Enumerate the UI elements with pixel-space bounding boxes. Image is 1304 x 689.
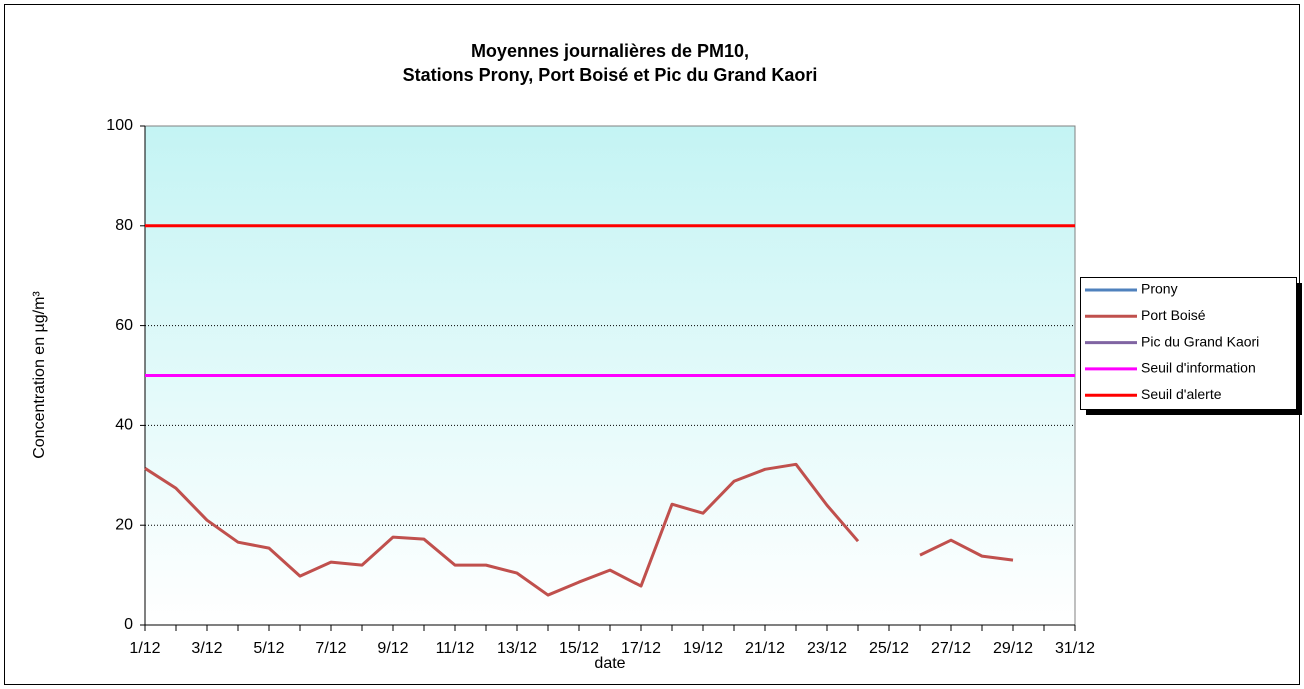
y-tick-label: 60: [115, 317, 133, 334]
y-tick-label: 40: [115, 417, 133, 434]
chart-title: Moyennes journalières de PM10,: [471, 41, 749, 61]
y-tick-label: 20: [115, 516, 133, 533]
chart-title: Stations Prony, Port Boisé et Pic du Gra…: [403, 65, 818, 85]
x-tick-label: 15/12: [559, 640, 599, 657]
y-tick-label: 80: [115, 217, 133, 234]
x-tick-label: 17/12: [621, 640, 661, 657]
x-tick-label: 7/12: [315, 640, 346, 657]
x-tick-label: 21/12: [745, 640, 785, 657]
x-tick-label: 1/12: [129, 640, 160, 657]
legend-label: Pic du Grand Kaori: [1141, 333, 1259, 349]
x-tick-label: 5/12: [253, 640, 284, 657]
x-tick-label: 29/12: [993, 640, 1033, 657]
x-tick-label: 31/12: [1055, 640, 1095, 657]
x-tick-label: 25/12: [869, 640, 909, 657]
x-tick-label: 19/12: [683, 640, 723, 657]
x-tick-label: 27/12: [931, 640, 971, 657]
y-axis-label: Concentration en µg/m³: [31, 291, 48, 459]
legend-label: Port Boisé: [1141, 307, 1206, 323]
legend-label: Seuil d'information: [1141, 360, 1256, 376]
x-axis-label: date: [594, 655, 625, 672]
x-tick-label: 23/12: [807, 640, 847, 657]
legend-label: Seuil d'alerte: [1141, 386, 1222, 402]
legend-label: Prony: [1141, 281, 1178, 297]
y-tick-label: 100: [106, 117, 133, 134]
x-tick-label: 13/12: [497, 640, 537, 657]
x-tick-label: 3/12: [191, 640, 222, 657]
y-tick-label: 0: [124, 616, 133, 633]
series-line: [144, 462, 1014, 597]
x-tick-label: 9/12: [377, 640, 408, 657]
x-tick-label: 11/12: [436, 640, 475, 657]
